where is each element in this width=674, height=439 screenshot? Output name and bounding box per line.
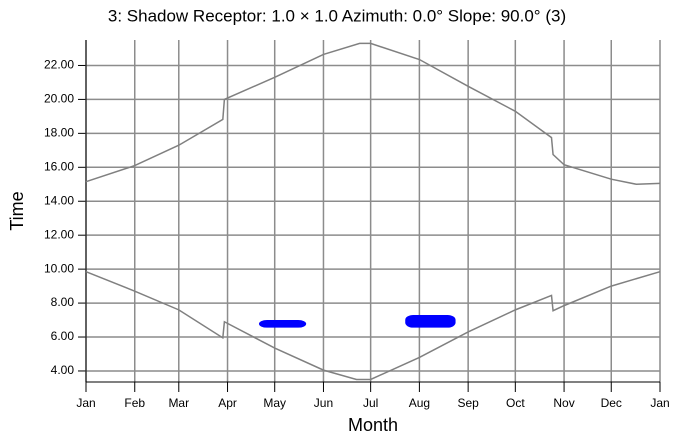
y-axis-label: Time [7,191,27,230]
x-tick-label: Feb [124,396,145,410]
y-tick-label: 12.00 [44,227,74,241]
x-tick-label: May [263,396,286,410]
y-tick-label: 14.00 [44,193,74,207]
y-tick-label: 20.00 [44,92,74,106]
line [85,42,661,186]
x-tick-label: Jun [314,396,333,410]
line [85,270,661,381]
y-tick-label: 10.00 [44,261,74,275]
y-tick-label: 22.00 [44,58,74,72]
x-tick-label: Oct [506,396,525,410]
x-tick-label: Aug [409,396,430,410]
x-tick-label: Nov [553,396,574,410]
y-tick-label: 18.00 [44,126,74,140]
y-tick-label: 4.00 [51,363,75,377]
x-tick-label: Jan [650,396,669,410]
chart-title: 3: Shadow Receptor: 1.0 × 1.0 Azimuth: 0… [108,6,566,25]
y-tick-label: 8.00 [51,295,75,309]
shadow-region [405,314,456,328]
x-tick-label: Mar [168,396,189,410]
y-tick-label: 16.00 [44,159,74,173]
shadow-region [258,320,307,328]
x-tick-label: Sep [457,396,479,410]
x-tick-label: Dec [601,396,622,410]
y-tick-label: 6.00 [51,329,75,343]
x-tick-label: Jul [363,396,378,410]
x-tick-label: Jan [76,396,95,410]
x-tick-label: Apr [218,396,237,410]
x-axis-label: Month [348,415,398,435]
